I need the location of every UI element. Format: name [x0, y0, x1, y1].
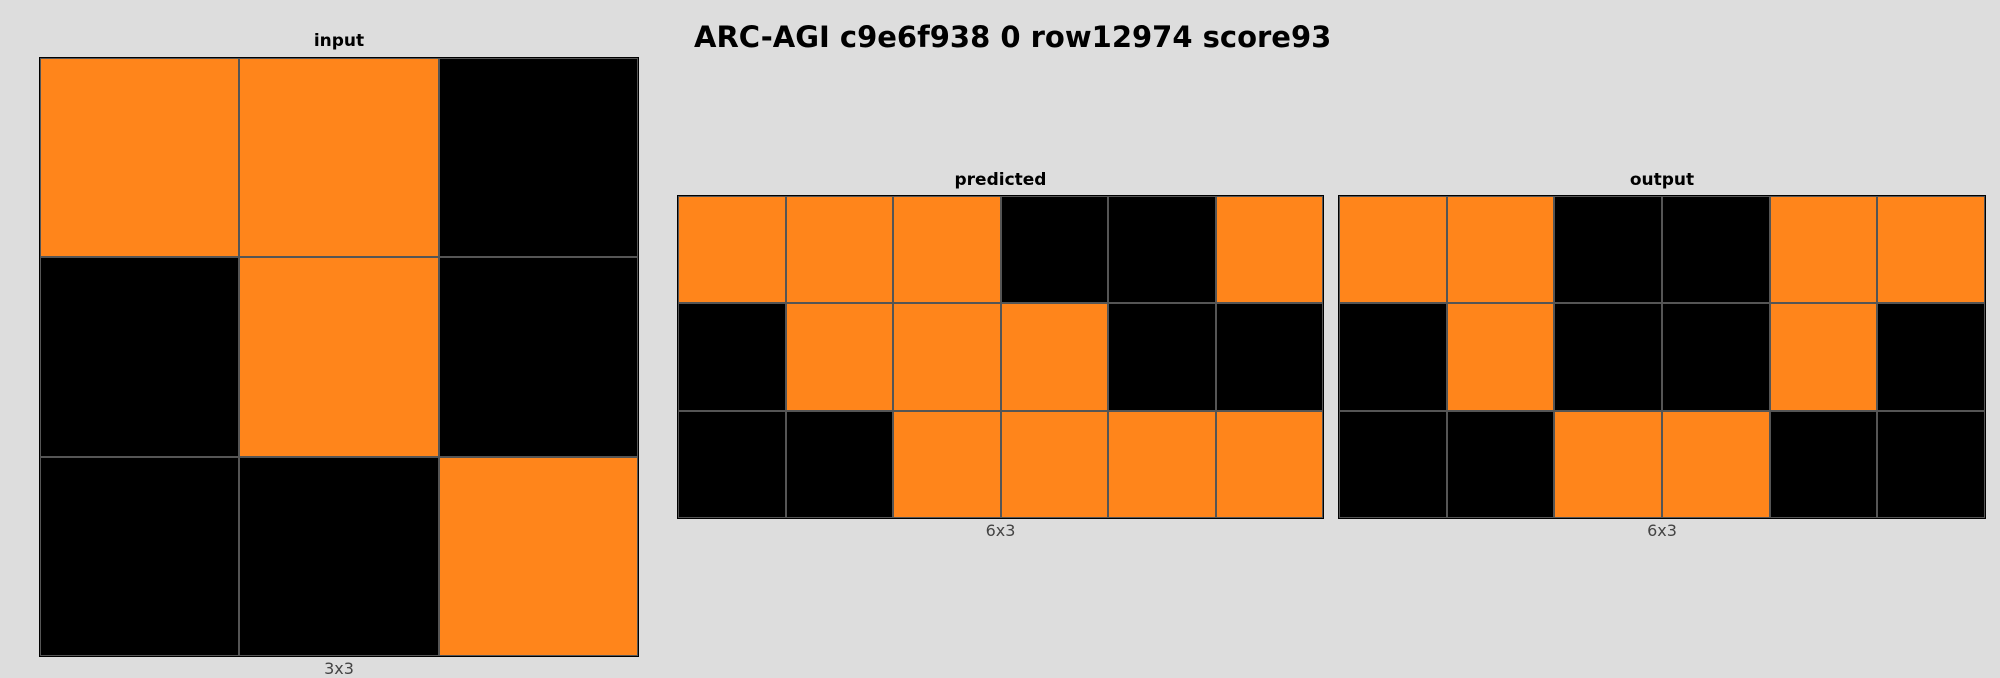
predicted-cell	[1215, 196, 1323, 304]
input-cell	[438, 58, 638, 258]
input-cell	[40, 257, 240, 457]
predicted-cell	[1108, 303, 1216, 411]
output-cell	[1877, 410, 1985, 518]
output-cell	[1339, 410, 1447, 518]
output-cell	[1661, 303, 1770, 411]
output-cell	[1769, 410, 1878, 518]
predicted-label: predicted	[954, 170, 1047, 190]
predicted-cell	[1108, 196, 1216, 304]
output-label: output	[1629, 170, 1695, 190]
output-panel: output 6x3	[1338, 170, 1986, 540]
predicted-cell	[893, 410, 1001, 518]
predicted-cell	[678, 410, 786, 518]
predicted-cell	[1215, 410, 1323, 518]
input-cell	[239, 456, 439, 656]
predicted-dims: 6x3	[985, 521, 1016, 540]
predicted-cell	[678, 196, 786, 304]
input-cell	[438, 456, 638, 656]
input-dims: 3x3	[324, 659, 354, 678]
predicted-cell	[1000, 196, 1108, 304]
output-cell	[1446, 196, 1555, 304]
input-cell	[40, 58, 240, 258]
predicted-grid	[677, 195, 1324, 519]
input-panel: input 3x3	[39, 31, 639, 678]
output-cell	[1877, 303, 1985, 411]
output-cell	[1554, 303, 1662, 411]
input-cell	[239, 58, 439, 258]
output-cell	[1769, 196, 1878, 304]
input-label: input	[313, 31, 365, 51]
output-cell	[1339, 196, 1447, 304]
output-grid	[1338, 195, 1986, 519]
predicted-cell	[1000, 410, 1108, 518]
output-cell	[1769, 303, 1878, 411]
predicted-cell	[1215, 303, 1323, 411]
predicted-cell	[893, 196, 1001, 304]
output-cell	[1661, 196, 1770, 304]
predicted-cell	[1108, 410, 1216, 518]
output-cell	[1446, 303, 1555, 411]
input-cell	[239, 257, 439, 457]
output-cell	[1554, 196, 1662, 304]
predicted-cell	[785, 303, 893, 411]
predicted-panel: predicted 6x3	[677, 170, 1324, 540]
output-cell	[1446, 410, 1555, 518]
predicted-cell	[785, 196, 893, 304]
predicted-cell	[678, 303, 786, 411]
predicted-cell	[785, 410, 893, 518]
predicted-cell	[893, 303, 1001, 411]
output-cell	[1877, 196, 1985, 304]
output-cell	[1554, 410, 1662, 518]
input-cell	[40, 456, 240, 656]
output-cell	[1339, 303, 1447, 411]
input-cell	[438, 257, 638, 457]
predicted-cell	[1000, 303, 1108, 411]
page-title: ARC-AGI c9e6f938 0 row12974 score93	[694, 20, 1332, 54]
input-grid	[39, 57, 639, 657]
output-dims: 6x3	[1647, 521, 1677, 540]
output-cell	[1661, 410, 1770, 518]
